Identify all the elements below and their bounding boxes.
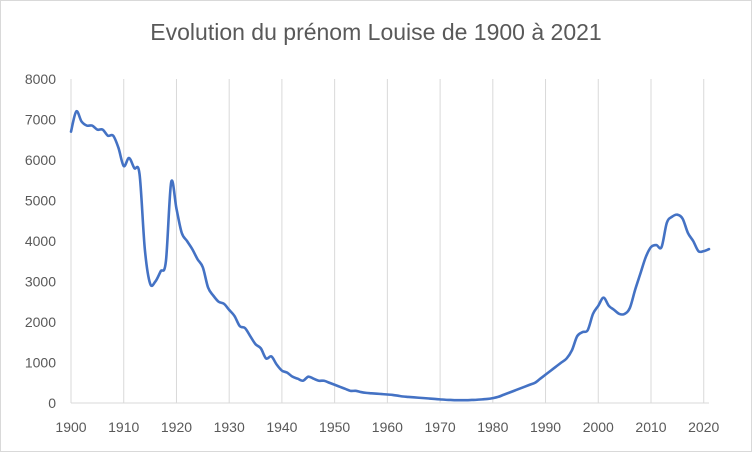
series-line (69, 109, 711, 402)
y-tick-label: 3000 (25, 274, 56, 290)
x-tick-label: 1940 (266, 419, 297, 435)
x-tick-label: 1930 (214, 419, 245, 435)
y-tick-label: 2000 (25, 314, 56, 330)
x-tick-label: 1900 (55, 419, 86, 435)
y-tick-label: 5000 (25, 193, 56, 209)
x-tick-label: 1920 (161, 419, 192, 435)
x-tick-label: 1980 (477, 419, 508, 435)
y-tick-label: 8000 (25, 71, 56, 87)
x-tick-label: 2000 (583, 419, 614, 435)
x-tick-label: 1990 (530, 419, 561, 435)
y-tick-label: 1000 (25, 355, 56, 371)
chart-title: Evolution du prénom Louise de 1900 à 202… (150, 19, 602, 45)
y-tick-label: 6000 (25, 152, 56, 168)
x-tick-label: 1970 (425, 419, 456, 435)
x-tick-label: 1910 (108, 419, 139, 435)
y-tick-label: 0 (48, 395, 56, 411)
x-tick-label: 2010 (635, 419, 666, 435)
y-tick-label: 7000 (25, 112, 56, 128)
y-tick-label: 4000 (25, 233, 56, 249)
x-tick-label: 2020 (688, 419, 719, 435)
x-tick-label: 1950 (319, 419, 350, 435)
x-tick-label: 1960 (372, 419, 403, 435)
